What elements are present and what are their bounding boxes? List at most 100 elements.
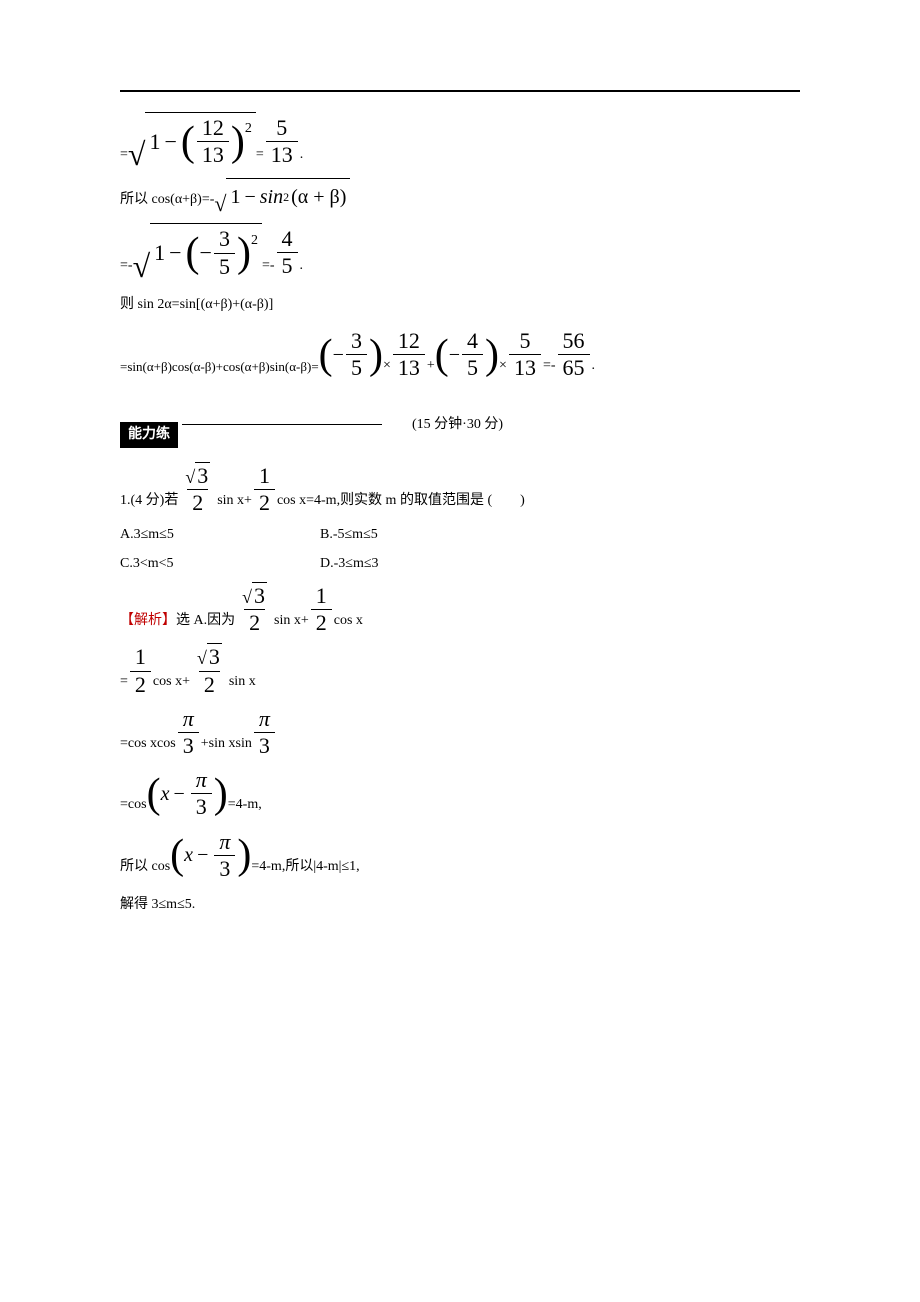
eq5-p2: 12 13 [393, 328, 425, 381]
eq1-one: 1 [149, 124, 160, 159]
sqrt-sign-icon: √ [214, 193, 226, 215]
q1-options-row1: A.3≤m≤5 B.-5≤m≤5 [120, 524, 800, 546]
eq1-inner-frac: 12 13 [197, 115, 229, 168]
q1-options-row2: C.3<m<5 D.-3≤m≤3 [120, 553, 800, 575]
lparen-icon: ( [170, 834, 184, 876]
eq3-sqrt: √ 1 − ( − 3 5 ) 2 [133, 223, 262, 281]
eq5-plus: + [427, 355, 435, 381]
sol1-line2: = 1 2 cos x+ √3 2 sin x [120, 644, 800, 697]
sol1-l2b: √3 2 [192, 644, 227, 697]
sol1-l4-frac: π 3 [191, 767, 212, 820]
eq5-p4: 5 13 [509, 328, 541, 381]
eq1-eq: = [256, 144, 264, 170]
eq1-prefix: = [120, 144, 128, 170]
eq2-ab: (α + β) [291, 181, 346, 213]
section-rule [182, 424, 382, 425]
lparen-icon: ( [319, 334, 333, 376]
minus-sign: − [200, 235, 212, 270]
sol1-l4-suffix: =4-m, [228, 794, 262, 820]
sol1-l3a: π 3 [178, 706, 199, 759]
eq5-times1: × [383, 355, 391, 381]
section-title: 能力练 [120, 422, 178, 448]
sol1-l2a-txt: cos x+ [153, 671, 190, 697]
eq1-period: . [300, 144, 304, 170]
rparen-icon: ) [369, 334, 383, 376]
q1-stem-a: 1.(4 分)若 [120, 490, 178, 516]
eq2: 所以 cos(α+β)=- √ 1 − sin2 (α + β) [120, 178, 800, 215]
sol1-l3-prefix: =cos xcos [120, 733, 176, 759]
eq3-result: 4 5 [277, 226, 298, 279]
q1-optC: C.3<m<5 [120, 553, 320, 575]
q1-stem: 1.(4 分)若 √3 2 sin x+ 1 2 cos x=4-m,则实数 m… [120, 463, 800, 516]
eq2-sin: sin [260, 181, 283, 213]
minus-sign: − [449, 339, 460, 371]
sol1-l5-prefix: 所以 cos [120, 856, 170, 882]
eq3-one: 1 [154, 235, 165, 270]
lparen-icon: ( [181, 121, 195, 163]
eq3-period: . [300, 255, 304, 281]
eq1-result: 5 13 [266, 115, 298, 168]
eq3-minus: − [169, 235, 181, 270]
eq2-one: 1 [230, 181, 240, 213]
rparen-icon: ) [485, 334, 499, 376]
sol1-l2a: 1 2 [130, 644, 151, 697]
sol1-l5-suffix: =4-m,所以|4-m|≤1, [251, 856, 359, 882]
q1-optB: B.-5≤m≤5 [320, 524, 520, 546]
top-rule [120, 90, 800, 92]
eq-sign: = [120, 671, 128, 697]
q1-t1-txt: sin x+ [217, 490, 252, 516]
minus-sign: − [333, 339, 344, 371]
eq3: =- √ 1 − ( − 3 5 ) 2 =- 4 5 . [120, 223, 800, 281]
sol1-line3: =cos xcos π 3 +sin xsin π 3 [120, 706, 800, 759]
sol1-l4-minus: − [173, 778, 184, 810]
sol1-line5: 所以 cos ( x − π 3 ) =4-m,所以|4-m|≤1, [120, 829, 800, 882]
sol1-t1: √3 2 [237, 583, 272, 636]
eq5-p1: 3 5 [346, 328, 367, 381]
sqrt-sign-icon: √ [128, 138, 146, 170]
eq2-sqrt: √ 1 − sin2 (α + β) [214, 178, 350, 215]
q1-t1: √3 2 [180, 463, 215, 516]
q1-optA: A.3≤m≤5 [120, 524, 320, 546]
sqrt-sign-icon: √ [242, 587, 252, 607]
sol1-l4-var: x [161, 778, 170, 810]
eq5-times2: × [499, 355, 507, 381]
eq5-period: . [592, 355, 596, 381]
lparen-icon: ( [435, 334, 449, 376]
sol1-t2: 1 2 [311, 583, 332, 636]
sol1-l5-frac: π 3 [214, 829, 235, 882]
eq1: = √ 1 − ( 12 13 ) 2 = 5 13 . [120, 112, 800, 170]
rparen-icon: ) [214, 773, 228, 815]
section-2-header: 能力练 (15 分钟·30 分) [120, 402, 800, 448]
rparen-icon: ) [237, 834, 251, 876]
sol1-t1-txt: sin x+ [274, 610, 309, 636]
sol1-t2-txt: cos x [334, 610, 363, 636]
section-timing: (15 分钟·30 分) [412, 414, 503, 436]
lparen-icon: ( [186, 232, 200, 274]
sol1-l2b-txt: sin x [229, 671, 256, 697]
eq2-minus: − [244, 181, 255, 213]
q1-t2-txt: cos x=4-m,则实数 m 的取值范围是 ( ) [277, 490, 525, 516]
eq4: 则 sin 2α=sin[(α+β)+(α-β)] [120, 294, 800, 316]
sqrt-sign-icon: √ [197, 648, 207, 668]
rparen-icon: ) [237, 232, 251, 274]
eq5-p3: 4 5 [462, 328, 483, 381]
eq3-eq: =- [262, 255, 275, 281]
sol1-l4-prefix: =cos [120, 794, 147, 820]
sol1-text: 选 A.因为 [176, 610, 235, 636]
sol1-line4: =cos ( x − π 3 ) =4-m, [120, 767, 800, 820]
eq2-prefix: 所以 cos(α+β)=- [120, 189, 214, 215]
eq3-power: 2 [251, 230, 258, 252]
rparen-icon: ) [231, 121, 245, 163]
eq1-sqrt: √ 1 − ( 12 13 ) 2 [128, 112, 256, 170]
sqrt-sign-icon: √ [185, 467, 195, 487]
eq1-power: 2 [245, 118, 252, 140]
sol1-l5-var: x [184, 839, 193, 871]
eq5-prefix: =sin(α+β)cos(α-β)+cos(α+β)sin(α-β)= [120, 357, 319, 382]
eq3-prefix: =- [120, 255, 133, 281]
sol1-line1: 【解析】 选 A.因为 √3 2 sin x+ 1 2 cos x [120, 583, 800, 636]
sol1-l5-minus: − [197, 839, 208, 871]
eq3-inner-frac: 3 5 [214, 226, 235, 279]
sqrt-sign-icon: √ [133, 250, 151, 282]
sol1-l3-mid: +sin xsin [201, 733, 252, 759]
eq5-eq: =- [543, 355, 556, 381]
